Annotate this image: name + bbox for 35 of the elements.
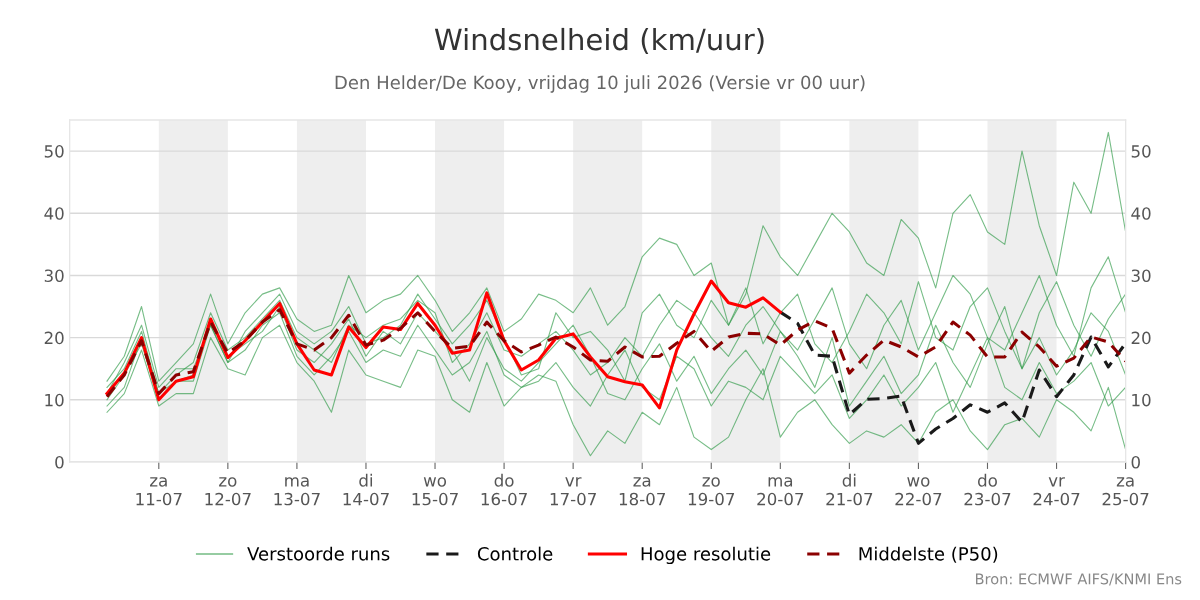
legend-label: Hoge resolutie xyxy=(641,546,771,565)
x-tick-label: do 16-07 xyxy=(481,473,527,506)
line-series xyxy=(778,310,1126,445)
y2-tick-label: 10 xyxy=(1132,393,1151,407)
legend-label: Verstoorde runs xyxy=(247,546,390,561)
y-tick-label: 20 xyxy=(44,331,64,345)
x-tick-label: di 14-07 xyxy=(343,473,389,506)
x-tick-label: wo 15-07 xyxy=(412,477,458,506)
text: Bron: ECMWF AIFS/KNMI Ens xyxy=(975,573,1182,586)
y-tick-label: 30 xyxy=(44,269,64,283)
y2-tick-label: 20 xyxy=(1131,331,1151,345)
x-tick-label: zo 12-07 xyxy=(205,477,251,506)
x-tick-label: za 18-07 xyxy=(619,477,665,506)
x-tick-label: vr 17-07 xyxy=(550,477,596,506)
y-tick-label: 0 xyxy=(55,455,64,469)
y-tick-label: 50 xyxy=(44,145,64,158)
x-tick-label: zo 19-07 xyxy=(688,477,735,506)
legend-label: Controle xyxy=(477,546,553,561)
x-tick-label: za 11-07 xyxy=(136,477,182,506)
chart-title: Windsnelheid (km/uur) xyxy=(434,27,764,54)
chart-subtitle: Den Helder/De Kooy, vrijdag 10 juli 2026 (Versie vr 00 uur) xyxy=(335,75,865,93)
x-tick-label: za 25-07 xyxy=(1102,477,1149,506)
x-tick-label: do 23-07 xyxy=(964,473,1011,506)
x-tick-label: vr 24-07 xyxy=(1033,477,1080,506)
y2-tick-label: 40 xyxy=(1131,207,1151,220)
x-tick-label: ma 20-07 xyxy=(757,477,804,506)
legend-label: Middelste (P50) xyxy=(859,546,998,563)
y2-tick-label: 30 xyxy=(1131,269,1151,283)
y2-tick-label: 0 xyxy=(1131,455,1140,469)
y-tick-label: 40 xyxy=(44,207,64,220)
x-tick-label: ma 13-07 xyxy=(274,477,320,506)
x-tick-label: di 21-07 xyxy=(826,473,873,506)
y-tick-label: 10 xyxy=(45,393,64,407)
x-tick-label: wo 22-07 xyxy=(895,477,942,506)
y2-tick-label: 50 xyxy=(1131,145,1151,158)
